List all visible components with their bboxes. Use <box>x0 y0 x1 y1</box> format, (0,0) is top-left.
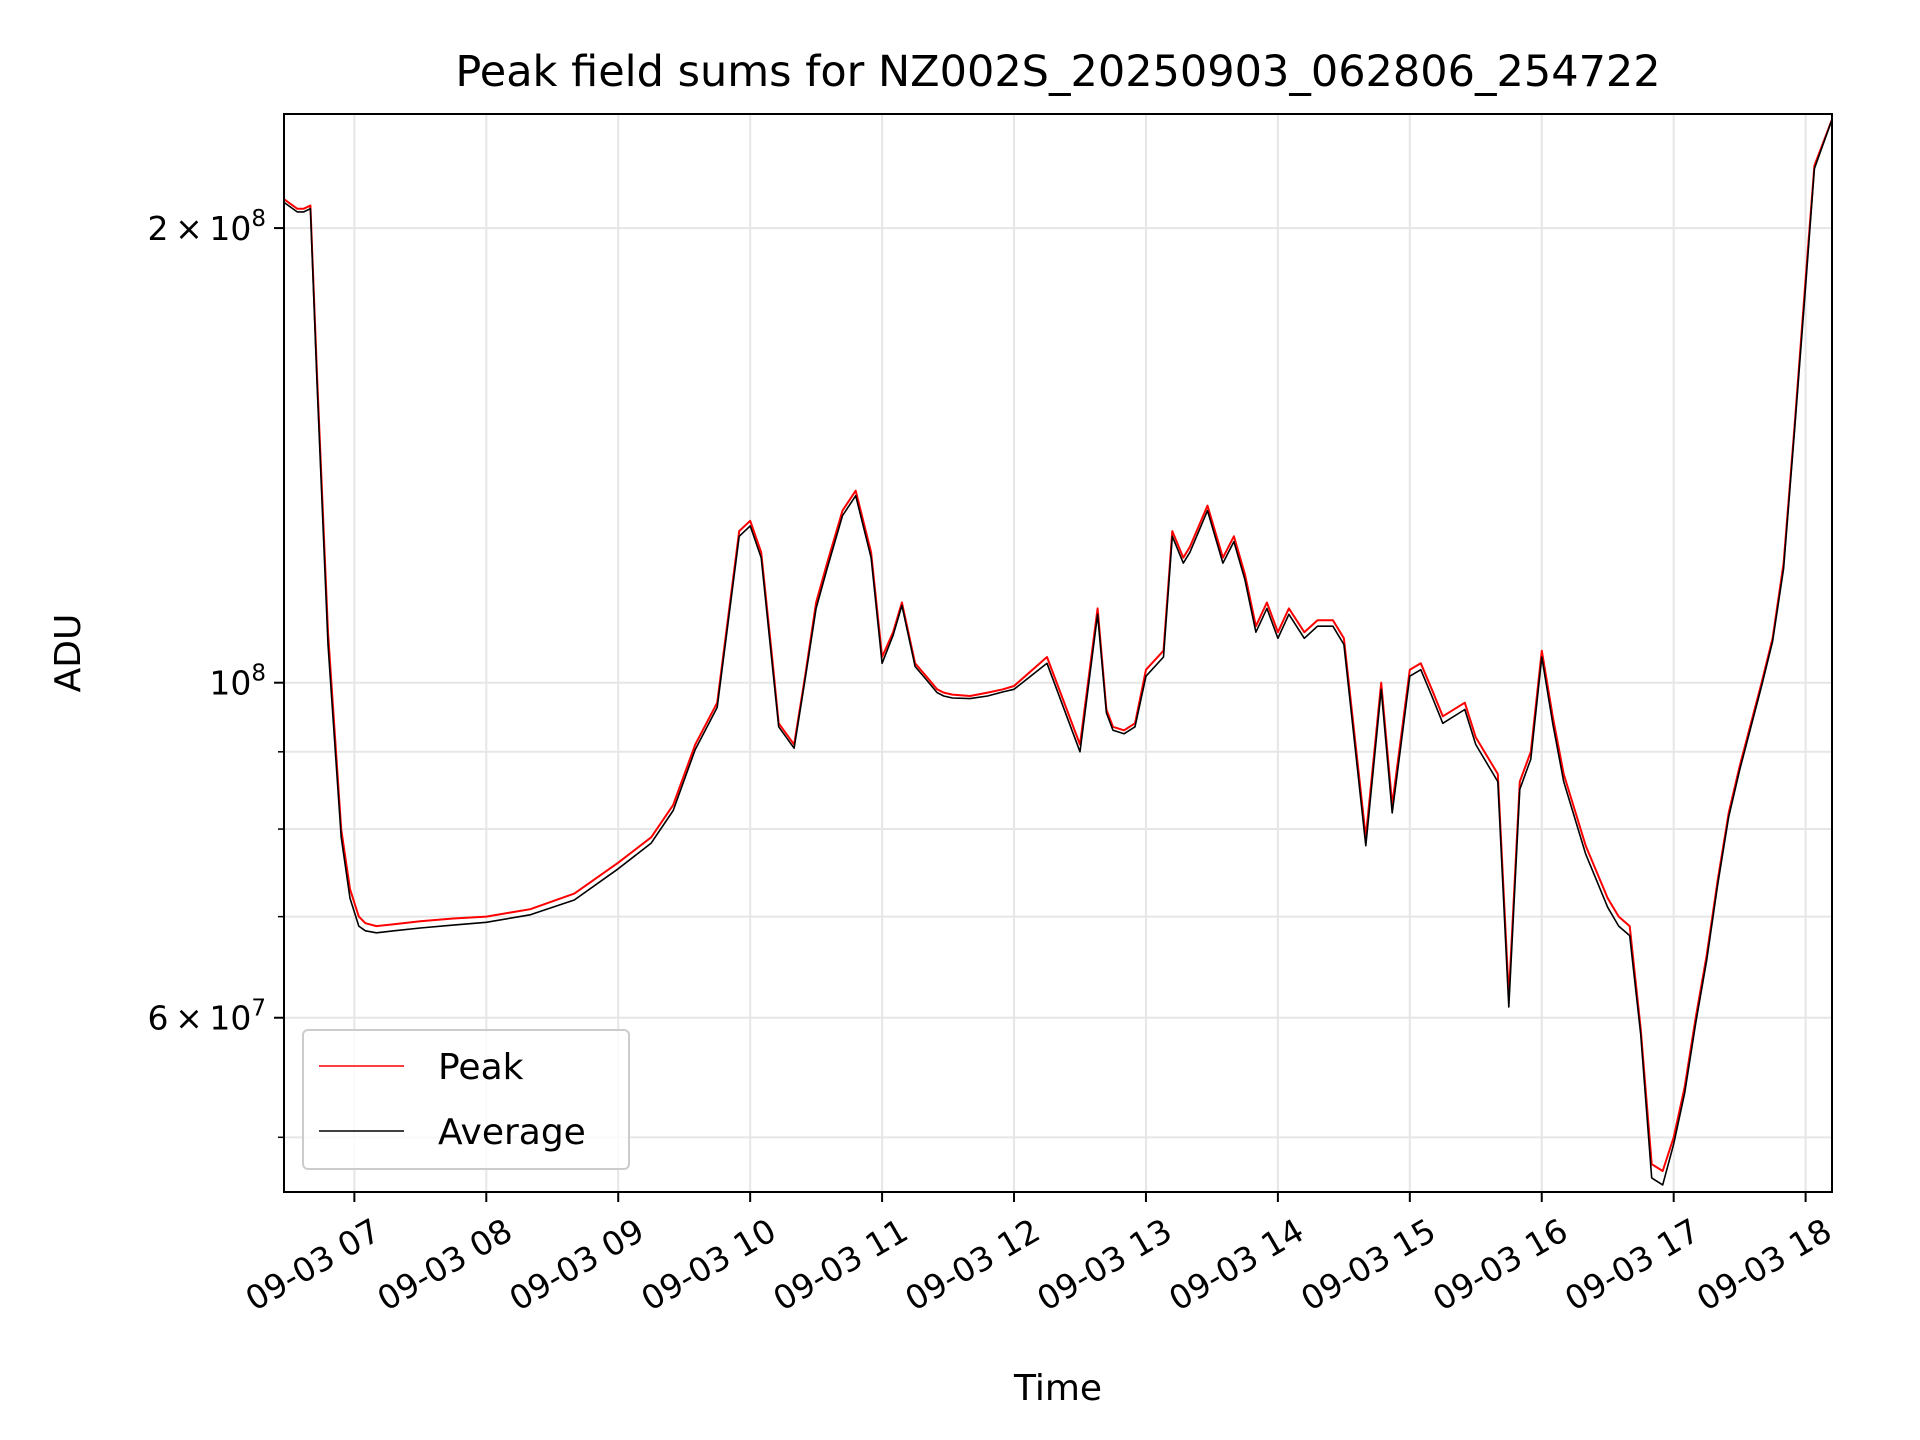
plot-frame <box>283 113 1833 1193</box>
chart-title: Peak field sums for NZ002S_20250903_0628… <box>455 47 1660 97</box>
x-axis-label: Time <box>1013 1368 1102 1409</box>
series-line-average <box>283 119 1833 1186</box>
y-tick-label: 2 × 108 <box>148 206 266 248</box>
legend-average-label: Average <box>438 1112 586 1153</box>
legend-box <box>302 1029 630 1170</box>
series-layer <box>283 119 1833 1186</box>
legend-peak-label: Peak <box>438 1047 524 1088</box>
y-axis-label: ADU <box>48 614 89 693</box>
legend: Peak Average <box>302 1029 630 1170</box>
y-tick-label: 108 <box>209 661 266 703</box>
series-line-peak <box>283 119 1833 1172</box>
y-tick-label: 6 × 107 <box>148 996 266 1038</box>
